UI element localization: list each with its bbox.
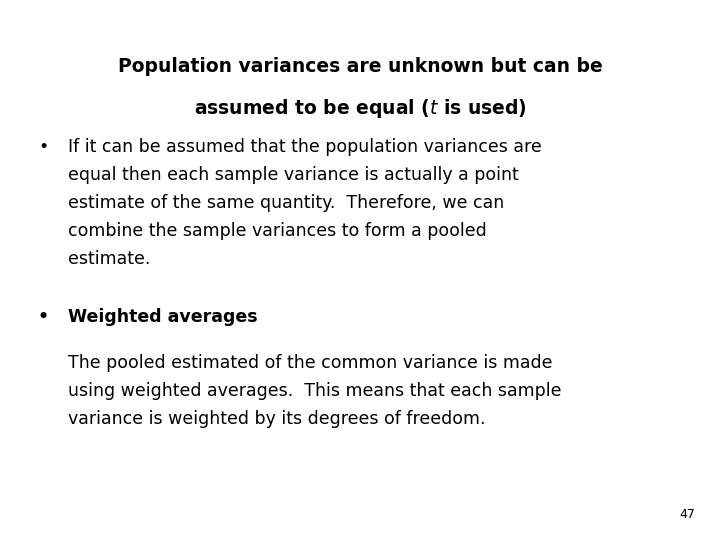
Text: assumed to be equal ($\mathit{t}$ is used): assumed to be equal ($\mathit{t}$ is use…	[194, 97, 526, 120]
Text: combine the sample variances to form a pooled: combine the sample variances to form a p…	[68, 222, 487, 240]
Text: Weighted averages: Weighted averages	[68, 308, 258, 326]
Text: The pooled estimated of the common variance is made: The pooled estimated of the common varia…	[68, 354, 553, 372]
Text: estimate.: estimate.	[68, 250, 150, 268]
Text: 47: 47	[679, 508, 695, 521]
Text: equal then each sample variance is actually a point: equal then each sample variance is actua…	[68, 166, 519, 184]
Text: Population variances are unknown but can be: Population variances are unknown but can…	[117, 57, 603, 76]
Text: estimate of the same quantity.  Therefore, we can: estimate of the same quantity. Therefore…	[68, 194, 505, 212]
Text: •: •	[37, 308, 49, 326]
Text: •: •	[38, 138, 48, 156]
Text: If it can be assumed that the population variances are: If it can be assumed that the population…	[68, 138, 542, 156]
Text: variance is weighted by its degrees of freedom.: variance is weighted by its degrees of f…	[68, 410, 486, 428]
Text: using weighted averages.  This means that each sample: using weighted averages. This means that…	[68, 382, 562, 400]
